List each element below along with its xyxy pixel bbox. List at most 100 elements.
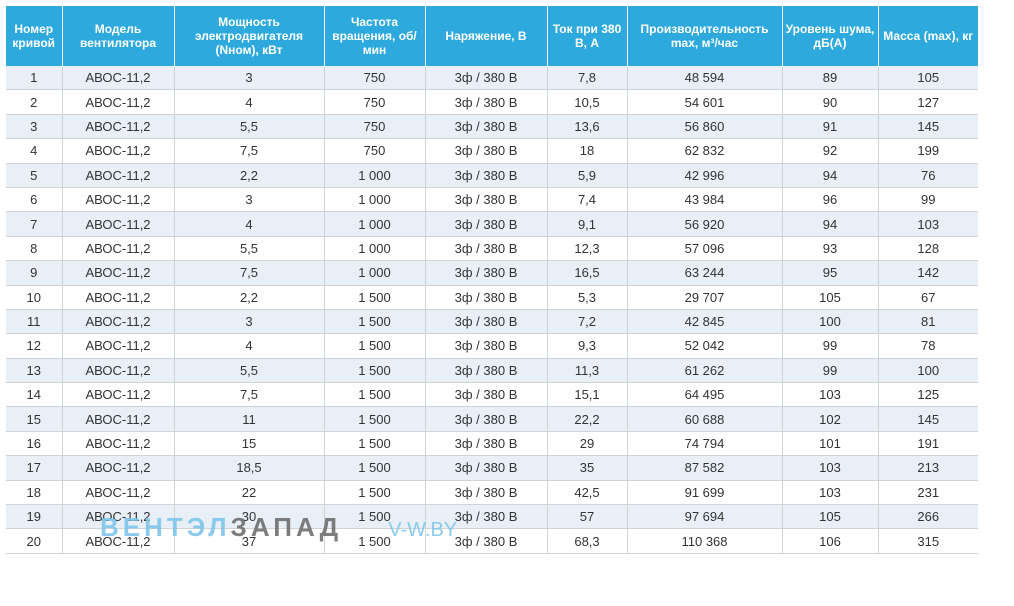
cell-voltage: 3ф / 380 В — [425, 431, 548, 457]
cell-motor-power: 7,5 — [174, 382, 325, 408]
cell-fan-model: АВОС-11,2 — [62, 455, 175, 481]
table-row: 9 АВОС-11,2 7,5 1 000 3ф / 380 В 16,5 63 244 95… — [6, 260, 978, 286]
cell-fan-model: АВОС-11,2 — [62, 358, 175, 384]
cell-mass: 78 — [878, 333, 978, 359]
cell-curve-number: 4 — [6, 138, 63, 164]
table-row: 10 АВОС-11,2 2,2 1 500 3ф / 380 В 5,3 29 707 10… — [6, 285, 978, 310]
cell-mass: 67 — [878, 285, 978, 310]
cell-capacity: 62 832 — [627, 138, 783, 164]
cell-current: 7,8 — [547, 66, 628, 91]
cell-fan-model: АВОС-11,2 — [62, 333, 175, 359]
cell-fan-model: АВОС-11,2 — [62, 504, 175, 530]
table-row: 12 АВОС-11,2 4 1 500 3ф / 380 В 9,3 52 042 99 78 — [6, 333, 978, 359]
cell-capacity: 110 368 — [627, 528, 783, 554]
cell-fan-model: АВОС-11,2 — [62, 114, 175, 140]
cell-voltage: 3ф / 380 В — [425, 455, 548, 481]
cell-noise-level: 105 — [782, 285, 879, 310]
cell-voltage: 3ф / 380 В — [425, 382, 548, 408]
cell-rotation-speed: 1 500 — [324, 455, 426, 481]
cell-capacity: 54 601 — [627, 89, 783, 115]
cell-fan-model: АВОС-11,2 — [62, 260, 175, 286]
cell-capacity: 42 845 — [627, 309, 783, 335]
cell-noise-level: 100 — [782, 309, 879, 335]
cell-fan-model: АВОС-11,2 — [62, 163, 175, 188]
cell-capacity: 61 262 — [627, 358, 783, 384]
table-row: 3 АВОС-11,2 5,5 750 3ф / 380 В 13,6 56 860 91 14… — [6, 114, 978, 140]
cell-noise-level: 102 — [782, 406, 879, 432]
cell-current: 9,3 — [547, 333, 628, 359]
cell-rotation-speed: 750 — [324, 114, 426, 140]
cell-motor-power: 7,5 — [174, 138, 325, 164]
cell-fan-model: АВОС-11,2 — [62, 285, 175, 310]
cell-fan-model: АВОС-11,2 — [62, 187, 175, 213]
cell-mass: 76 — [878, 163, 978, 188]
cell-fan-model: АВОС-11,2 — [62, 382, 175, 408]
table-row: 5 АВОС-11,2 2,2 1 000 3ф / 380 В 5,9 42 996 94 7… — [6, 163, 978, 188]
cell-noise-level: 103 — [782, 455, 879, 481]
cell-voltage: 3ф / 380 В — [425, 528, 548, 554]
cell-voltage: 3ф / 380 В — [425, 358, 548, 384]
cell-mass: 142 — [878, 260, 978, 286]
cell-curve-number: 15 — [6, 406, 63, 432]
cell-curve-number: 17 — [6, 455, 63, 481]
cell-rotation-speed: 1 500 — [324, 333, 426, 359]
cell-current: 10,5 — [547, 89, 628, 115]
cell-mass: 105 — [878, 66, 978, 91]
cell-rotation-speed: 1 000 — [324, 163, 426, 188]
cell-capacity: 57 096 — [627, 236, 783, 262]
cell-voltage: 3ф / 380 В — [425, 309, 548, 335]
cell-mass: 266 — [878, 504, 978, 530]
cell-mass: 191 — [878, 431, 978, 457]
cell-curve-number: 14 — [6, 382, 63, 408]
cell-current: 68,3 — [547, 528, 628, 554]
cell-capacity: 64 495 — [627, 382, 783, 408]
cell-capacity: 63 244 — [627, 260, 783, 286]
cell-current: 15,1 — [547, 382, 628, 408]
cell-noise-level: 93 — [782, 236, 879, 262]
cell-fan-model: АВОС-11,2 — [62, 66, 175, 91]
cell-mass: 128 — [878, 236, 978, 262]
header-current: Ток при 380 В, А — [547, 6, 628, 66]
cell-motor-power: 4 — [174, 89, 325, 115]
cell-rotation-speed: 750 — [324, 138, 426, 164]
cell-rotation-speed: 1 500 — [324, 382, 426, 408]
cell-motor-power: 2,2 — [174, 285, 325, 310]
cell-rotation-speed: 1 500 — [324, 480, 426, 506]
header-motor-power: Мощность электродвигателя (Nном), кВт — [174, 6, 325, 66]
table-row: 20 АВОС-11,2 37 1 500 3ф / 380 В 68,3 110 368 1… — [6, 528, 978, 554]
cell-noise-level: 95 — [782, 260, 879, 286]
cell-current: 7,4 — [547, 187, 628, 213]
cell-rotation-speed: 1 000 — [324, 211, 426, 237]
cell-noise-level: 105 — [782, 504, 879, 530]
cell-curve-number: 1 — [6, 66, 63, 91]
cell-motor-power: 30 — [174, 504, 325, 530]
cell-curve-number: 9 — [6, 260, 63, 286]
cell-rotation-speed: 1 000 — [324, 187, 426, 213]
cell-curve-number: 11 — [6, 309, 63, 335]
cell-rotation-speed: 750 — [324, 89, 426, 115]
cell-capacity: 56 920 — [627, 211, 783, 237]
cell-fan-model: АВОС-11,2 — [62, 528, 175, 554]
cell-voltage: 3ф / 380 В — [425, 138, 548, 164]
cell-current: 5,3 — [547, 285, 628, 310]
cell-voltage: 3ф / 380 В — [425, 66, 548, 91]
cell-motor-power: 5,5 — [174, 358, 325, 384]
cell-motor-power: 3 — [174, 187, 325, 213]
cell-voltage: 3ф / 380 В — [425, 260, 548, 286]
cell-mass: 315 — [878, 528, 978, 554]
cell-curve-number: 10 — [6, 285, 63, 310]
cell-motor-power: 7,5 — [174, 260, 325, 286]
cell-motor-power: 22 — [174, 480, 325, 506]
cell-capacity: 52 042 — [627, 333, 783, 359]
cell-motor-power: 4 — [174, 333, 325, 359]
cell-noise-level: 99 — [782, 358, 879, 384]
cell-noise-level: 94 — [782, 163, 879, 188]
header-rotation-speed: Частота вращения, об/мин — [324, 6, 426, 66]
cell-voltage: 3ф / 380 В — [425, 89, 548, 115]
cell-noise-level: 101 — [782, 431, 879, 457]
table-body: 1 АВОС-11,2 3 750 3ф / 380 В 7,8 48 594 89 105 2 А… — [6, 66, 978, 554]
cell-capacity: 43 984 — [627, 187, 783, 213]
cell-current: 5,9 — [547, 163, 628, 188]
cell-noise-level: 91 — [782, 114, 879, 140]
cell-current: 16,5 — [547, 260, 628, 286]
